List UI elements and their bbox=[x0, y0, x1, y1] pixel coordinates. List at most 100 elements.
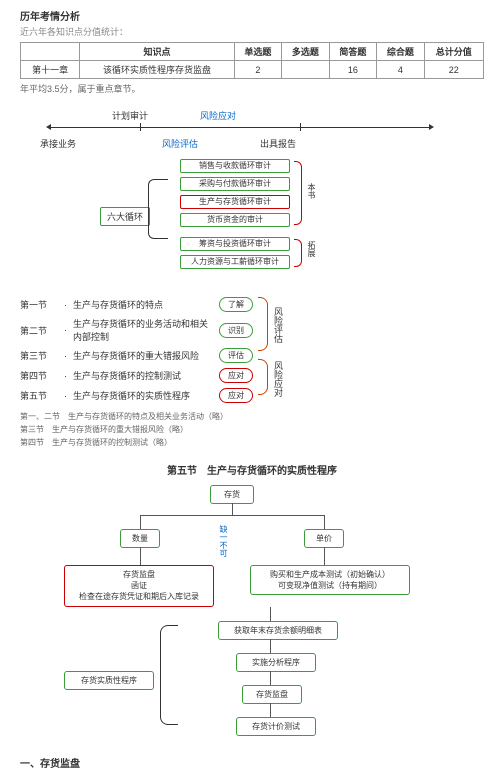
td-short: 16 bbox=[329, 61, 376, 79]
connector bbox=[270, 607, 271, 621]
timeline-tick bbox=[300, 123, 301, 131]
step-4: 存货计价测试 bbox=[236, 717, 316, 736]
bullet-icon: · bbox=[64, 325, 67, 335]
node-qty: 数量 bbox=[120, 529, 160, 548]
td-topic: 该循环实质性程序存货监盘 bbox=[80, 61, 234, 79]
bracket-assess bbox=[258, 297, 268, 351]
section-text: 生产与存货循环的实质性程序 bbox=[73, 389, 213, 402]
node-right-group: 购买和生产成本测试（初始确认） 可变现净值测试（持有期间） bbox=[250, 565, 410, 595]
timeline-accept-label: 承接业务 bbox=[40, 137, 76, 150]
omit-2: 第三节 生产与存货循环的重大错报风险（略） bbox=[20, 424, 484, 435]
connector bbox=[324, 547, 325, 565]
section-text: 生产与存货循环的控制测试 bbox=[73, 369, 213, 382]
section-2: 第二节 · 生产与存货循环的业务活动和相关内部控制 识别 bbox=[20, 317, 484, 343]
cycles-diagram: 六大循环 销售与收款循环审计 采购与付款循环审计 生产与存货循环审计 货币资金的… bbox=[20, 159, 460, 289]
bracket-respond bbox=[258, 359, 268, 395]
cycle-1: 销售与收款循环审计 bbox=[180, 159, 290, 173]
section-label: 第二节 bbox=[20, 324, 58, 337]
connector bbox=[140, 515, 141, 529]
connector bbox=[140, 515, 325, 516]
page-title: 历年考情分析 bbox=[20, 8, 484, 23]
section-text: 生产与存货循环的重大错报风险 bbox=[73, 349, 213, 362]
side-label-ext: 拓展 bbox=[306, 241, 317, 257]
section-label: 第四节 bbox=[20, 369, 58, 382]
proc-bracket bbox=[160, 625, 178, 725]
th-topic: 知识点 bbox=[80, 43, 234, 61]
connector bbox=[232, 503, 233, 515]
bullet-icon: · bbox=[64, 351, 67, 361]
timeline-assess-label: 风险评估 bbox=[162, 137, 198, 150]
section-label: 第一节 bbox=[20, 298, 58, 311]
left-box-1: 存货监盘 bbox=[71, 569, 207, 580]
connector bbox=[270, 671, 271, 685]
side-label-book: 本书 bbox=[306, 183, 317, 199]
timeline-axis bbox=[50, 127, 430, 128]
right-box-2: 可变现净值测试（持有期间） bbox=[257, 580, 403, 591]
cycle-2: 采购与付款循环审计 bbox=[180, 177, 290, 191]
th-single: 单选题 bbox=[234, 43, 281, 61]
bullet-icon: · bbox=[64, 300, 67, 310]
step-2: 实施分析程序 bbox=[236, 653, 316, 672]
avg-note: 年平均3.5分，属于重点章节。 bbox=[20, 82, 484, 95]
mid-text: 缺一不可 bbox=[218, 525, 229, 557]
timeline-report-label: 出具报告 bbox=[260, 137, 296, 150]
section-pill: 应对 bbox=[219, 368, 253, 383]
th-comp: 综合题 bbox=[377, 43, 424, 61]
td-single: 2 bbox=[234, 61, 281, 79]
cycle-3: 生产与存货循环审计 bbox=[180, 195, 290, 209]
bullet-icon: · bbox=[64, 371, 67, 381]
section-pill: 评估 bbox=[219, 348, 253, 363]
cycle-5: 筹资与投资循环审计 bbox=[180, 237, 290, 251]
cycle-4: 货币资金的审计 bbox=[180, 213, 290, 227]
section-text: 生产与存货循环的业务活动和相关内部控制 bbox=[73, 317, 213, 343]
cycle-6: 人力资源与工薪循环审计 bbox=[180, 255, 290, 269]
timeline-plan-label: 计划审计 bbox=[112, 109, 148, 122]
section-5-heading: 第五节 生产与存货循环的实质性程序 bbox=[20, 462, 484, 477]
final-heading: 一、存货监盘 bbox=[20, 755, 484, 770]
omit-1: 第一、二节 生产与存货循环的特点及相关业务活动（略） bbox=[20, 411, 484, 422]
th-blank bbox=[21, 43, 80, 61]
section-label: 第三节 bbox=[20, 349, 58, 362]
node-inventory: 存货 bbox=[210, 485, 254, 504]
left-bracket bbox=[148, 179, 168, 239]
th-multi: 多选题 bbox=[282, 43, 329, 61]
step-3: 存货监盘 bbox=[242, 685, 302, 704]
timeline-tick bbox=[140, 123, 141, 131]
section-pill: 了解 bbox=[219, 297, 253, 312]
bullet-icon: · bbox=[64, 391, 67, 401]
bracket-book bbox=[294, 161, 302, 225]
section-list: 第一节 · 生产与存货循环的特点 了解 第二节 · 生产与存货循环的业务活动和相… bbox=[20, 297, 484, 403]
flowchart: 存货 数量 单价 缺一不可 存货监盘 函证 检查在途存货凭证和期后入库记录 购买… bbox=[20, 485, 460, 745]
timeline: 计划审计 风险应对 承接业务 风险评估 出具报告 bbox=[20, 101, 460, 151]
page-subtitle: 近六年各知识点分值统计： bbox=[20, 25, 484, 38]
connector bbox=[140, 547, 141, 565]
section-text: 生产与存货循环的特点 bbox=[73, 298, 213, 311]
six-cycles-box: 六大循环 bbox=[100, 207, 150, 226]
stats-table: 知识点 单选题 多选题 简答题 综合题 总计分值 第十一章 该循环实质性程序存货… bbox=[20, 42, 484, 79]
connector bbox=[324, 515, 325, 529]
right-box-1: 购买和生产成本测试（初始确认） bbox=[257, 569, 403, 580]
th-total: 总计分值 bbox=[424, 43, 483, 61]
table-row: 第十一章 该循环实质性程序存货监盘 2 16 4 22 bbox=[21, 61, 484, 79]
td-total: 22 bbox=[424, 61, 483, 79]
step-1: 获取年末存货余额明细表 bbox=[218, 621, 338, 640]
bracket-ext bbox=[294, 239, 302, 267]
section-label: 第五节 bbox=[20, 389, 58, 402]
connector bbox=[270, 703, 271, 717]
left-box-3: 检查在途存货凭证和期后入库记录 bbox=[71, 591, 207, 602]
section-5: 第五节 · 生产与存货循环的实质性程序 应对 bbox=[20, 388, 484, 403]
td-chapter: 第十一章 bbox=[21, 61, 80, 79]
section-1: 第一节 · 生产与存货循环的特点 了解 bbox=[20, 297, 484, 312]
section-pill: 识别 bbox=[219, 323, 253, 338]
th-short: 简答题 bbox=[329, 43, 376, 61]
omit-3: 第四节 生产与存货循环的控制测试（略） bbox=[20, 437, 484, 448]
timeline-risk-label: 风险应对 bbox=[200, 109, 236, 122]
section-4: 第四节 · 生产与存货循环的控制测试 应对 bbox=[20, 368, 484, 383]
node-proc: 存货实质性程序 bbox=[64, 671, 154, 690]
left-box-2: 函证 bbox=[71, 580, 207, 591]
vlabel-assess: 风险评估 bbox=[272, 307, 285, 343]
td-comp: 4 bbox=[377, 61, 424, 79]
td-multi bbox=[282, 61, 329, 79]
table-header-row: 知识点 单选题 多选题 简答题 综合题 总计分值 bbox=[21, 43, 484, 61]
connector bbox=[270, 639, 271, 653]
